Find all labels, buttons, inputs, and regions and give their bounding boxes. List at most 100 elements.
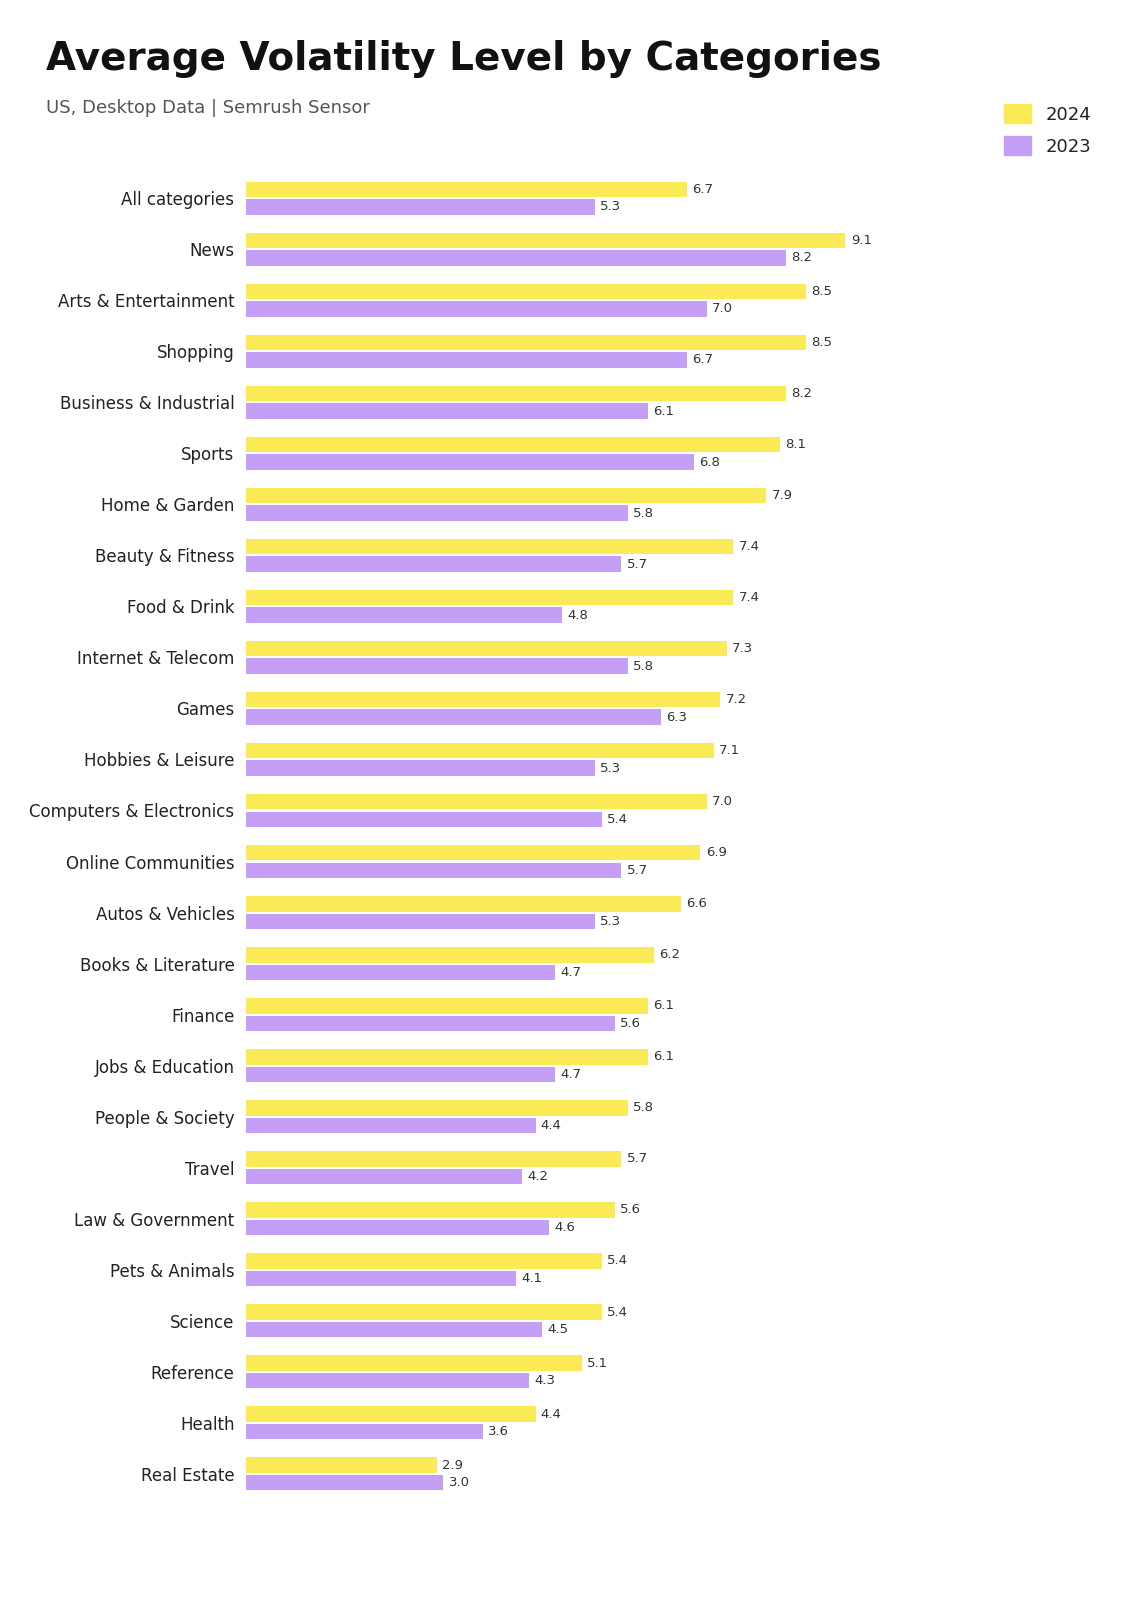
Bar [246,1475,443,1490]
Bar [246,1152,621,1166]
Text: semrush.com: semrush.com [46,1562,150,1578]
Bar [246,998,648,1013]
Text: 4.6: 4.6 [554,1221,574,1234]
Bar [246,1067,555,1082]
Text: 5.8: 5.8 [633,659,654,672]
Bar [246,1373,529,1389]
Bar [246,283,806,299]
Bar [246,1270,516,1286]
Bar [246,862,621,878]
Text: 7.0: 7.0 [713,795,733,808]
Text: 7.9: 7.9 [772,490,793,502]
Text: 6.1: 6.1 [653,1051,674,1064]
Bar [246,1458,436,1472]
Bar [246,250,786,266]
Bar [246,760,595,776]
Bar [246,659,628,674]
Bar [246,437,780,453]
Text: SEMRUSH: SEMRUSH [981,1560,1096,1579]
Text: 5.4: 5.4 [606,1306,628,1318]
Bar [246,200,595,214]
Text: 5.1: 5.1 [587,1357,609,1370]
Text: 5.4: 5.4 [606,1254,628,1267]
Text: 5.8: 5.8 [633,507,654,520]
Bar [246,811,602,827]
Text: 3.0: 3.0 [449,1475,469,1490]
Text: 6.6: 6.6 [686,898,707,910]
Text: 6.2: 6.2 [660,949,681,962]
Bar [246,642,726,656]
Bar [246,1016,614,1030]
Bar [246,1101,628,1115]
Text: 7.0: 7.0 [713,302,733,315]
Bar [246,234,845,248]
Bar [246,488,766,504]
Bar [246,742,714,758]
Text: 7.4: 7.4 [739,592,759,605]
Bar [246,1253,602,1269]
Text: US, Desktop Data | Semrush Sensor: US, Desktop Data | Semrush Sensor [46,99,370,117]
Text: 5.8: 5.8 [633,1101,654,1115]
Bar [246,590,733,605]
Text: 6.7: 6.7 [692,354,714,366]
Bar [246,693,721,707]
Bar [246,794,707,810]
Text: 2.9: 2.9 [442,1459,463,1472]
Text: 6.1: 6.1 [653,1000,674,1013]
Bar [246,454,694,470]
Text: 4.8: 4.8 [568,608,588,621]
Text: 8.5: 8.5 [811,285,833,298]
Text: 6.8: 6.8 [699,456,719,469]
Bar [246,914,595,930]
Text: 5.3: 5.3 [601,762,621,774]
Text: 5.6: 5.6 [620,1016,641,1030]
Text: 9.1: 9.1 [851,234,871,246]
Bar [246,947,654,963]
Bar [246,352,687,368]
Bar [246,1424,483,1438]
Text: 7.3: 7.3 [732,642,754,656]
Text: 4.1: 4.1 [521,1272,542,1285]
Text: 6.7: 6.7 [692,182,714,197]
Bar [246,1406,536,1422]
Text: 7.2: 7.2 [725,693,747,706]
Text: 4.4: 4.4 [541,1408,562,1421]
Text: 7.4: 7.4 [739,541,759,554]
Text: 8.2: 8.2 [791,251,812,264]
Bar [246,539,733,554]
Text: 6.1: 6.1 [653,405,674,418]
Text: 4.4: 4.4 [541,1118,562,1131]
Text: 5.7: 5.7 [627,1152,648,1165]
Bar [246,386,786,402]
Text: 4.3: 4.3 [534,1374,555,1387]
Bar [246,182,687,197]
Text: 4.5: 4.5 [547,1323,569,1336]
Legend: 2024, 2023: 2024, 2023 [997,98,1099,163]
Bar [246,1168,522,1184]
Text: 6.9: 6.9 [706,846,726,859]
Bar [246,608,562,622]
Text: 5.6: 5.6 [620,1203,641,1216]
Text: 8.5: 8.5 [811,336,833,349]
Bar [246,506,628,520]
Bar [246,709,661,725]
Bar [246,1304,602,1320]
Bar [246,301,707,317]
Bar [246,557,621,571]
Text: 5.7: 5.7 [627,864,648,877]
Text: 8.2: 8.2 [791,387,812,400]
Bar [246,845,700,861]
Text: 6.3: 6.3 [666,710,687,723]
Bar [246,896,681,912]
Bar [246,1322,542,1338]
Text: 7.1: 7.1 [718,744,740,757]
Text: 5.4: 5.4 [606,813,628,826]
Text: Average Volatility Level by Categories: Average Volatility Level by Categories [46,40,882,78]
Text: 5.3: 5.3 [601,915,621,928]
Bar [246,965,555,979]
Bar [246,1202,614,1218]
Text: 5.7: 5.7 [627,557,648,571]
Text: 8.1: 8.1 [785,438,806,451]
Bar [246,334,806,350]
Text: 4.7: 4.7 [561,1067,581,1080]
